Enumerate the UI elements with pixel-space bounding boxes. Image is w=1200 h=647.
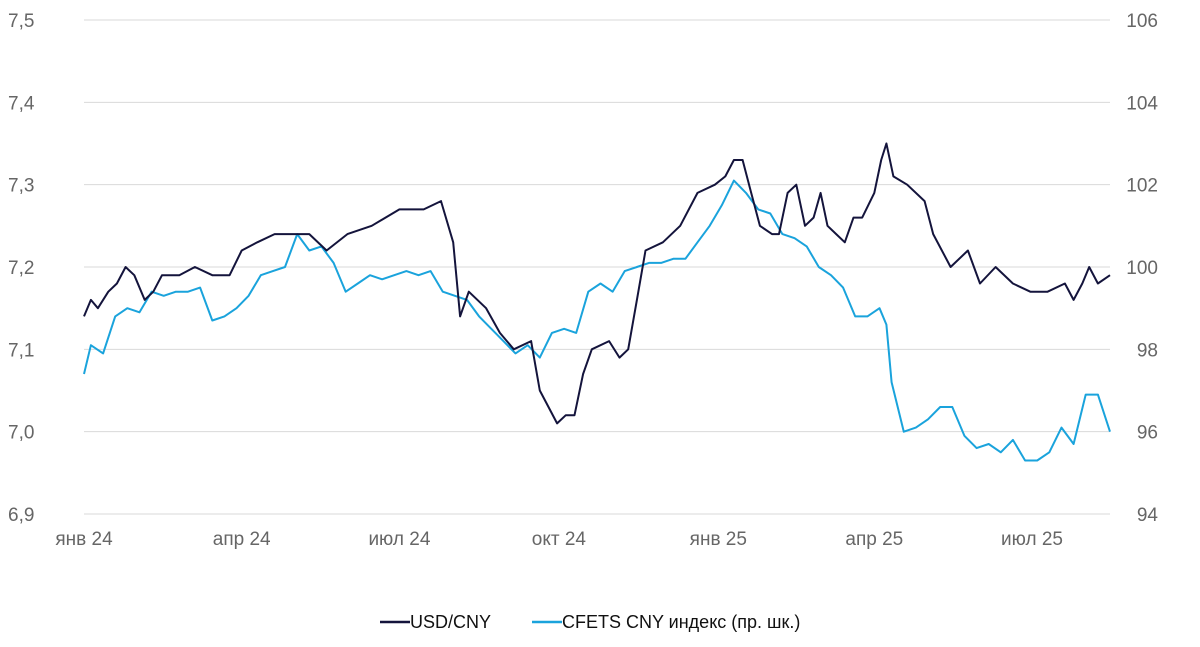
legend-item: CFETS CNY индекс (пр. шк.)	[532, 612, 800, 632]
x-tick-label: июл 24	[368, 529, 430, 550]
right-y-tick-label: 96	[1137, 423, 1158, 444]
left-y-tick-label: 7,1	[8, 340, 34, 361]
x-tick-label: апр 24	[213, 529, 271, 550]
legend: USD/CNY CFETS CNY индекс (пр. шк.)	[380, 612, 800, 632]
legend-label: CFETS CNY индекс (пр. шк.)	[562, 612, 800, 632]
left-y-tick-label: 7,4	[8, 93, 35, 114]
left-y-tick-label: 7,2	[8, 258, 34, 279]
left-axis-tick-labels: 6,9 7,0 7,1 7,2 7,3 7,4 7,5	[8, 11, 35, 526]
left-y-tick-label: 7,3	[8, 176, 34, 197]
grid-lines	[84, 19, 1110, 515]
series-lines	[83, 142, 1111, 462]
x-tick-label: июл 25	[1001, 529, 1063, 550]
right-y-tick-label: 94	[1137, 505, 1159, 526]
right-axis-tick-labels: 94 96 98 100 102 104 106	[1126, 11, 1158, 526]
left-y-tick-label: 7,0	[8, 423, 34, 444]
series-line-cfets-index	[83, 179, 1111, 462]
left-y-tick-label: 7,5	[8, 11, 34, 32]
right-y-tick-label: 100	[1126, 258, 1158, 279]
x-tick-label: апр 25	[845, 529, 903, 550]
x-tick-label: янв 24	[55, 529, 113, 550]
legend-label: USD/CNY	[410, 612, 491, 632]
series-line-usd-cny	[83, 142, 1111, 425]
right-y-tick-label: 102	[1126, 176, 1158, 197]
left-y-tick-label: 6,9	[8, 505, 34, 526]
right-y-tick-label: 106	[1126, 11, 1158, 32]
x-axis-tick-labels: янв 24 апр 24 июл 24 окт 24 янв 25 апр 25 июл …	[55, 529, 1063, 550]
legend-item: USD/CNY	[380, 612, 491, 632]
right-y-tick-label: 98	[1137, 340, 1158, 361]
x-tick-label: окт 24	[532, 529, 587, 550]
right-y-tick-label: 104	[1126, 93, 1158, 114]
x-tick-label: янв 25	[690, 529, 747, 550]
